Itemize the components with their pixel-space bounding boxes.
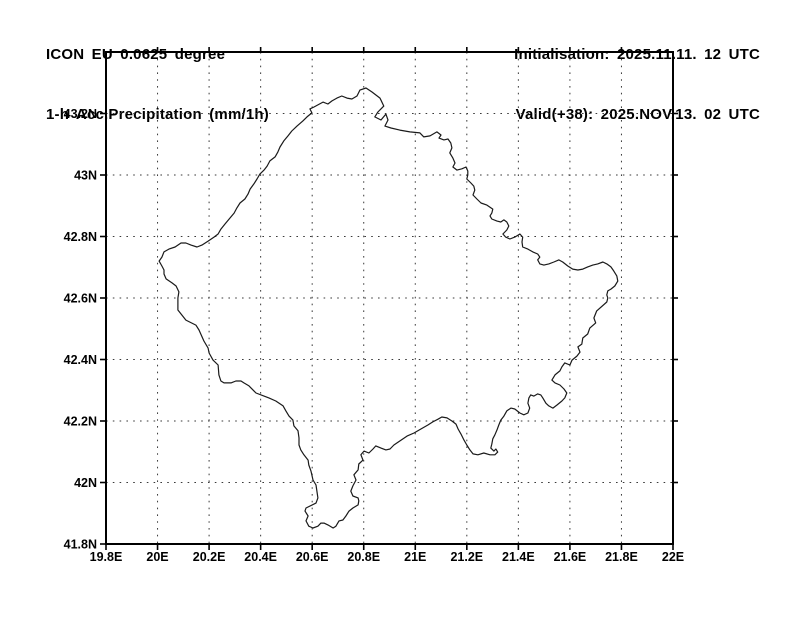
x-tick-label: 19.8E bbox=[90, 550, 123, 564]
y-tick-label: 42.4N bbox=[64, 353, 97, 367]
y-tick-label: 42.6N bbox=[64, 292, 97, 306]
x-tick-label: 20.2E bbox=[193, 550, 226, 564]
y-tick-label: 43.2N bbox=[64, 107, 97, 121]
plot-border bbox=[105, 51, 674, 545]
x-tick-label: 21.4E bbox=[502, 550, 535, 564]
x-tick-label: 21E bbox=[404, 550, 426, 564]
x-tick-label: 20.8E bbox=[347, 550, 380, 564]
country-outline bbox=[158, 87, 619, 529]
x-tick-label: 20.4E bbox=[244, 550, 277, 564]
y-tick-label: 43N bbox=[74, 169, 97, 183]
x-tick-label: 20E bbox=[146, 550, 168, 564]
x-tick-label: 22E bbox=[662, 550, 684, 564]
y-tick-label: 42.2N bbox=[64, 415, 97, 429]
x-tick-label: 21.6E bbox=[554, 550, 587, 564]
y-tick-label: 42N bbox=[74, 476, 97, 490]
y-tick-label: 42.8N bbox=[64, 230, 97, 244]
y-tick-label: 41.8N bbox=[64, 538, 97, 552]
x-tick-label: 21.2E bbox=[450, 550, 483, 564]
model-name: ICON EU 0.0625 degree bbox=[46, 46, 226, 63]
x-tick-label: 21.8E bbox=[605, 550, 638, 564]
init-time: Initialisation: 2025.11.11. 12 UTC bbox=[514, 46, 760, 63]
product-name: 1-h Acc.Precipitation (mm/1h) bbox=[46, 106, 269, 123]
x-tick-label: 20.6E bbox=[296, 550, 329, 564]
header-left: ICON EU 0.0625 degree 1-h Acc.Precipitat… bbox=[46, 5, 269, 145]
